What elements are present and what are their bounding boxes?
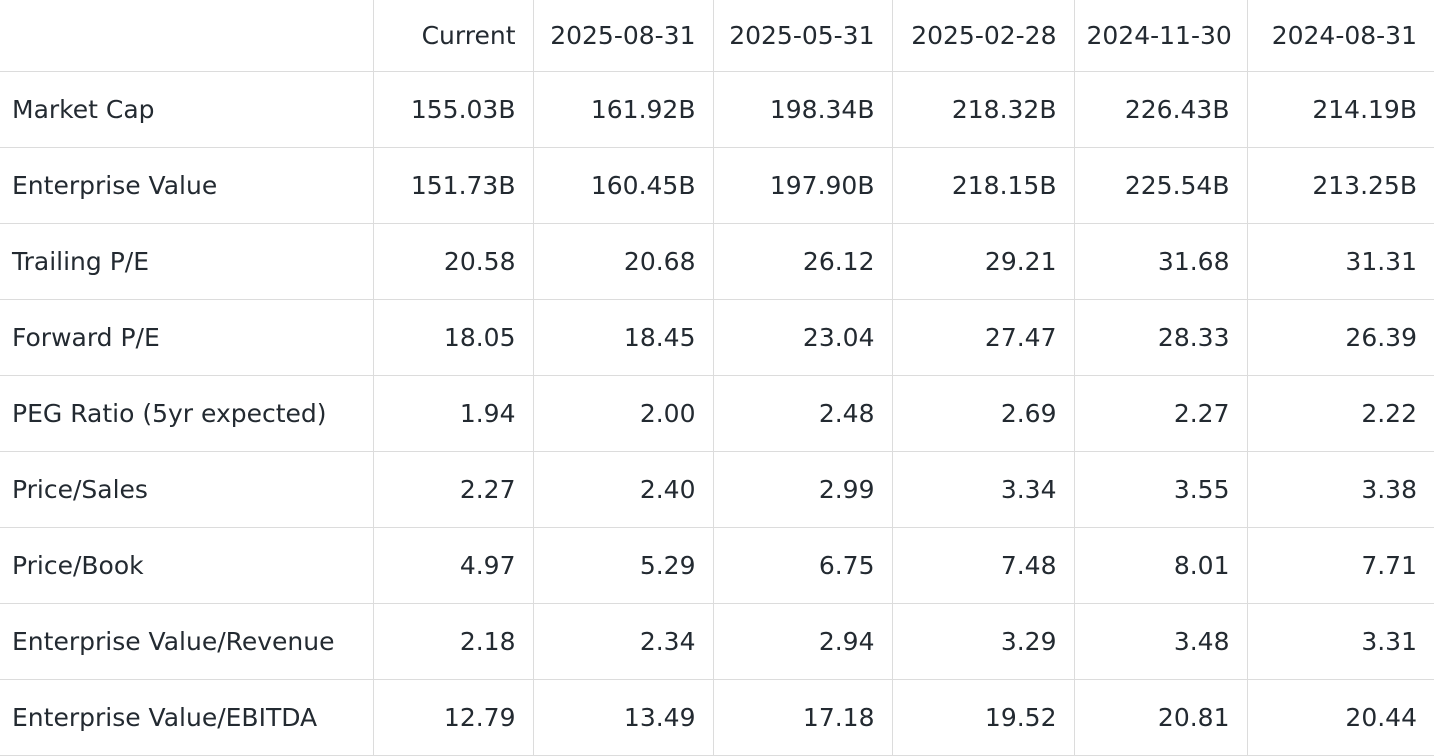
table-row: Market Cap 155.03B 161.92B 198.34B 218.32B 22… (0, 71, 1434, 148)
cell-value: 31.68 (1073, 223, 1248, 300)
cell-value: 31.31 (1246, 223, 1434, 300)
row-label: Enterprise Value (0, 147, 374, 224)
cell-value: 2.27 (1073, 375, 1248, 452)
table-row: Enterprise Value/EBITDA 12.79 13.49 17.18 19… (0, 679, 1434, 756)
cell-value: 1.94 (372, 375, 534, 452)
cell-value: 5.29 (532, 527, 714, 604)
cell-value: 3.34 (891, 451, 1075, 528)
cell-value: 2.22 (1246, 375, 1434, 452)
cell-value: 226.43B (1073, 71, 1248, 148)
corner-cell (0, 0, 374, 72)
cell-value: 197.90B (712, 147, 893, 224)
cell-value: 2.00 (532, 375, 714, 452)
cell-value: 27.47 (891, 299, 1075, 376)
cell-value: 7.48 (891, 527, 1075, 604)
cell-value: 29.21 (891, 223, 1075, 300)
table-row: PEG Ratio (5yr expected) 1.94 2.00 2.48 2.69… (0, 375, 1434, 452)
table-row: Price/Sales 2.27 2.40 2.99 3.34 3.55 3.38 (0, 451, 1434, 528)
cell-value: 13.49 (532, 679, 714, 756)
column-header: 2024-08-31 (1246, 0, 1434, 72)
cell-value: 3.29 (891, 603, 1075, 680)
row-label: Market Cap (0, 71, 374, 148)
column-header: 2025-02-28 (891, 0, 1075, 72)
cell-value: 2.18 (372, 603, 534, 680)
table-row: Forward P/E 18.05 18.45 23.04 27.47 28.33 26.3… (0, 299, 1434, 376)
row-label: Trailing P/E (0, 223, 374, 300)
cell-value: 17.18 (712, 679, 893, 756)
row-label: Forward P/E (0, 299, 374, 376)
cell-value: 18.45 (532, 299, 714, 376)
column-header: 2025-05-31 (712, 0, 893, 72)
table-row: Price/Book 4.97 5.29 6.75 7.48 8.01 7.71 (0, 527, 1434, 604)
cell-value: 3.38 (1246, 451, 1434, 528)
cell-value: 20.68 (532, 223, 714, 300)
cell-value: 28.33 (1073, 299, 1248, 376)
row-label: Enterprise Value/EBITDA (0, 679, 374, 756)
cell-value: 214.19B (1246, 71, 1434, 148)
column-header: 2025-08-31 (532, 0, 714, 72)
cell-value: 7.71 (1246, 527, 1434, 604)
table-row: Enterprise Value 151.73B 160.45B 197.90B 218… (0, 147, 1434, 224)
row-label: Enterprise Value/Revenue (0, 603, 374, 680)
cell-value: 155.03B (372, 71, 534, 148)
row-label: Price/Book (0, 527, 374, 604)
row-label: Price/Sales (0, 451, 374, 528)
cell-value: 3.55 (1073, 451, 1248, 528)
cell-value: 218.15B (891, 147, 1075, 224)
table-row: Enterprise Value/Revenue 2.18 2.34 2.94 3.29… (0, 603, 1434, 680)
cell-value: 161.92B (532, 71, 714, 148)
cell-value: 18.05 (372, 299, 534, 376)
cell-value: 23.04 (712, 299, 893, 376)
cell-value: 160.45B (532, 147, 714, 224)
cell-value: 2.69 (891, 375, 1075, 452)
cell-value: 6.75 (712, 527, 893, 604)
cell-value: 26.39 (1246, 299, 1434, 376)
cell-value: 4.97 (372, 527, 534, 604)
cell-value: 20.44 (1246, 679, 1434, 756)
cell-value: 2.27 (372, 451, 534, 528)
cell-value: 26.12 (712, 223, 893, 300)
cell-value: 12.79 (372, 679, 534, 756)
cell-value: 225.54B (1073, 147, 1248, 224)
column-header: 2024-11-30 (1073, 0, 1248, 72)
cell-value: 3.31 (1246, 603, 1434, 680)
cell-value: 2.40 (532, 451, 714, 528)
cell-value: 3.48 (1073, 603, 1248, 680)
cell-value: 8.01 (1073, 527, 1248, 604)
cell-value: 19.52 (891, 679, 1075, 756)
cell-value: 2.99 (712, 451, 893, 528)
cell-value: 213.25B (1246, 147, 1434, 224)
row-label: PEG Ratio (5yr expected) (0, 375, 374, 452)
table-row: Trailing P/E 20.58 20.68 26.12 29.21 31.68 31.… (0, 223, 1434, 300)
header-row: Current 2025-08-31 2025-05-31 2025-02-28 202… (0, 0, 1434, 72)
column-header: Current (372, 0, 534, 72)
cell-value: 2.48 (712, 375, 893, 452)
cell-value: 218.32B (891, 71, 1075, 148)
cell-value: 2.94 (712, 603, 893, 680)
cell-value: 151.73B (372, 147, 534, 224)
cell-value: 20.81 (1073, 679, 1248, 756)
cell-value: 198.34B (712, 71, 893, 148)
cell-value: 2.34 (532, 603, 714, 680)
cell-value: 20.58 (372, 223, 534, 300)
